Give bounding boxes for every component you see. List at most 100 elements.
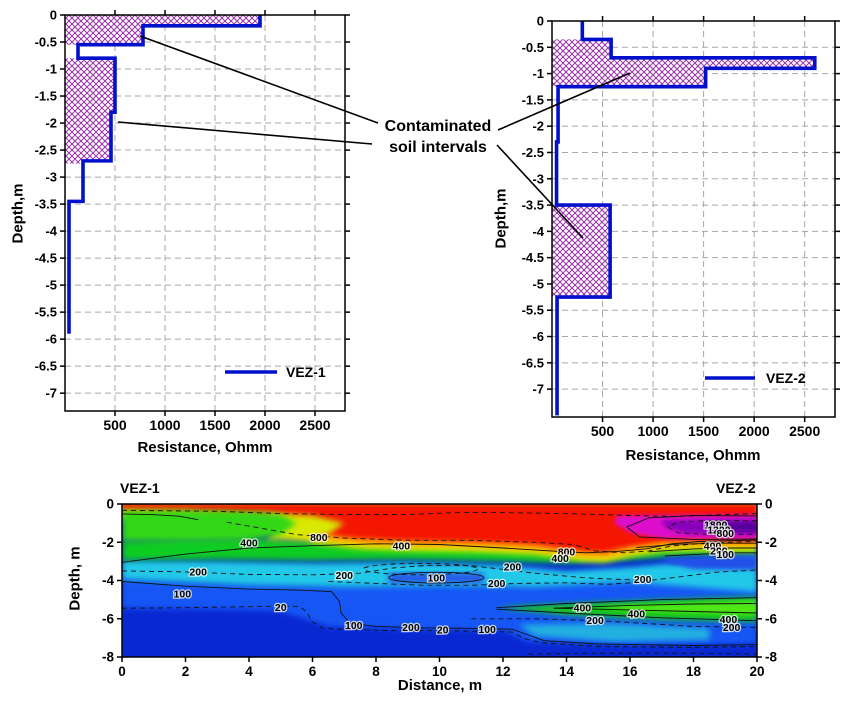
svg-text:-6.5: -6.5 xyxy=(522,355,544,370)
svg-text:-2: -2 xyxy=(765,535,777,550)
svg-text:-4.5: -4.5 xyxy=(522,250,544,265)
svg-text:-8: -8 xyxy=(765,650,777,665)
svg-text:-2: -2 xyxy=(532,119,544,134)
svg-text:-2.5: -2.5 xyxy=(522,145,544,160)
svg-text:-7: -7 xyxy=(532,382,544,397)
svg-text:-3.5: -3.5 xyxy=(35,197,57,212)
svg-text:400: 400 xyxy=(240,538,258,550)
svg-text:-3: -3 xyxy=(532,171,544,186)
svg-text:-5.5: -5.5 xyxy=(522,303,544,318)
vez2-y-axis-title: Depth,m xyxy=(492,188,510,249)
svg-text:-1.5: -1.5 xyxy=(522,92,544,107)
vez1-sounding-chart: 500 1000 1500 2000 2500 0 -0.5 -1 -1.5 -2 -2.5 -3 -3… xyxy=(35,8,350,433)
svg-text:14: 14 xyxy=(559,664,575,679)
svg-text:-4: -4 xyxy=(102,573,114,588)
svg-text:200: 200 xyxy=(488,578,506,590)
vez2-x-axis-title: Resistance, Ohmm xyxy=(625,447,761,464)
svg-text:-0.5: -0.5 xyxy=(35,35,57,50)
svg-text:-5.5: -5.5 xyxy=(35,305,57,320)
svg-text:20: 20 xyxy=(275,602,287,614)
svg-text:2: 2 xyxy=(182,664,190,679)
svg-text:100: 100 xyxy=(716,549,734,561)
svg-text:0: 0 xyxy=(106,497,114,512)
svg-text:20: 20 xyxy=(437,625,449,637)
svg-text:20: 20 xyxy=(749,664,764,679)
svg-text:-3: -3 xyxy=(45,170,57,185)
svg-text:400: 400 xyxy=(720,614,738,626)
svg-text:2000: 2000 xyxy=(249,417,280,433)
contaminated-soil-annotation: Contaminated soil intervals xyxy=(353,116,523,158)
svg-text:-0.5: -0.5 xyxy=(522,40,544,55)
svg-text:100: 100 xyxy=(174,588,192,600)
annotation-line-2: soil intervals xyxy=(389,139,487,156)
svg-text:200: 200 xyxy=(504,562,522,574)
svg-text:1200: 1200 xyxy=(707,524,731,536)
svg-text:-1: -1 xyxy=(532,66,544,81)
vez1-legend-label: VEZ-1 xyxy=(286,364,326,380)
svg-text:500: 500 xyxy=(591,423,615,439)
svg-text:0: 0 xyxy=(537,14,544,29)
svg-text:200: 200 xyxy=(189,566,207,578)
svg-text:-8: -8 xyxy=(102,650,114,665)
svg-text:-2: -2 xyxy=(45,116,57,131)
svg-text:-3.5: -3.5 xyxy=(522,198,544,213)
svg-text:-6: -6 xyxy=(532,329,544,344)
svg-text:18: 18 xyxy=(686,664,702,679)
svg-text:500: 500 xyxy=(103,417,127,433)
svg-text:200: 200 xyxy=(586,615,604,627)
svg-text:200: 200 xyxy=(335,570,353,582)
vez1-x-axis-title: Resistance, Ohmm xyxy=(137,439,273,456)
svg-text:-4: -4 xyxy=(45,224,57,239)
svg-text:800: 800 xyxy=(310,532,328,544)
svg-text:100: 100 xyxy=(428,573,446,585)
svg-text:6: 6 xyxy=(309,664,317,679)
svg-text:1000: 1000 xyxy=(149,417,180,433)
svg-text:-6: -6 xyxy=(765,611,777,626)
svg-text:400: 400 xyxy=(704,541,722,553)
svg-text:-2: -2 xyxy=(102,535,114,550)
svg-text:-2.5: -2.5 xyxy=(35,143,57,158)
vez2-legend-label: VEZ-2 xyxy=(766,370,806,386)
svg-text:0: 0 xyxy=(765,497,773,512)
svg-text:16: 16 xyxy=(622,664,638,679)
vez1-y-axis-title: Depth,m xyxy=(9,183,27,244)
svg-text:100: 100 xyxy=(478,624,496,636)
svg-text:10: 10 xyxy=(432,664,447,679)
svg-text:-4: -4 xyxy=(532,224,544,239)
svg-text:800: 800 xyxy=(558,546,576,558)
svg-text:0: 0 xyxy=(118,664,126,679)
section-y-axis-title: Depth, m xyxy=(66,546,84,611)
svg-text:2000: 2000 xyxy=(739,423,770,439)
svg-text:-7: -7 xyxy=(45,386,57,401)
svg-text:-1.5: -1.5 xyxy=(35,89,57,104)
svg-text:100: 100 xyxy=(345,620,363,632)
annotation-line-1: Contaminated xyxy=(384,118,492,135)
svg-text:8: 8 xyxy=(372,664,380,679)
svg-text:-4: -4 xyxy=(765,573,777,588)
svg-text:400: 400 xyxy=(393,541,411,553)
svg-text:0: 0 xyxy=(50,8,57,23)
svg-text:400: 400 xyxy=(551,553,569,565)
svg-text:800: 800 xyxy=(716,528,734,540)
svg-text:2500: 2500 xyxy=(789,423,820,439)
svg-text:1500: 1500 xyxy=(688,423,719,439)
svg-text:-5: -5 xyxy=(45,278,57,293)
section-x-axis-title: Distance, m xyxy=(397,677,483,694)
svg-text:400: 400 xyxy=(628,608,646,620)
section-well-label-vez2: VEZ-2 xyxy=(716,480,756,496)
svg-text:-6: -6 xyxy=(45,332,57,347)
svg-text:200: 200 xyxy=(634,574,652,586)
svg-text:200: 200 xyxy=(402,622,420,634)
svg-text:1500: 1500 xyxy=(199,417,230,433)
svg-text:1800: 1800 xyxy=(704,520,728,532)
svg-text:-1: -1 xyxy=(45,62,57,77)
svg-text:2500: 2500 xyxy=(299,417,330,433)
svg-text:200: 200 xyxy=(710,545,728,557)
svg-text:-5: -5 xyxy=(532,276,544,291)
section-well-label-vez1: VEZ-1 xyxy=(120,480,160,496)
svg-text:1000: 1000 xyxy=(637,423,668,439)
svg-text:400: 400 xyxy=(574,603,592,615)
svg-text:-6.5: -6.5 xyxy=(35,359,57,374)
